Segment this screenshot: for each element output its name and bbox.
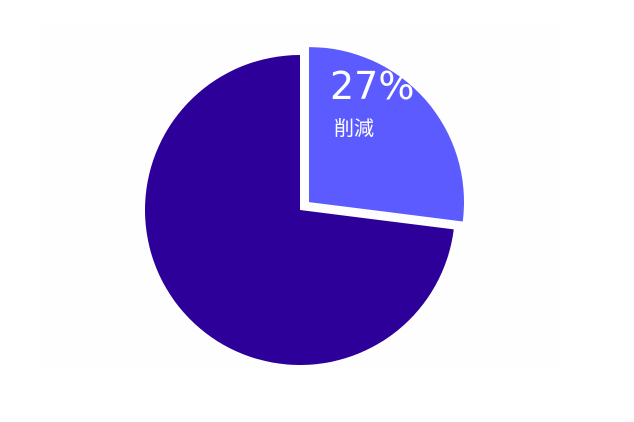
pie-slice-other: [145, 55, 454, 366]
slice-percent-label: 27%: [330, 64, 414, 108]
slice-category-label: 削減: [334, 116, 374, 140]
pie-slice-reduction: [309, 47, 465, 222]
